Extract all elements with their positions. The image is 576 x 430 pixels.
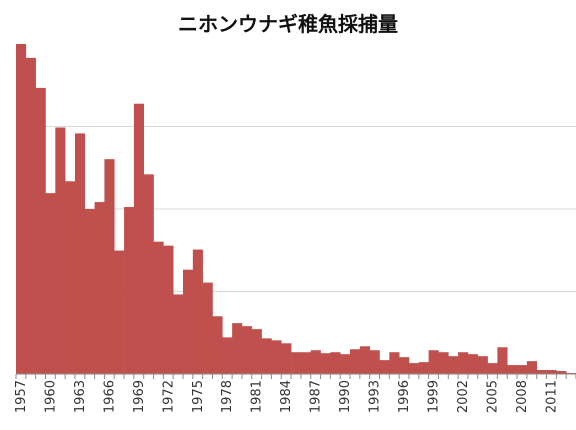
bar-1960 [45,193,56,374]
bar-1978 [222,337,233,374]
bar-1979 [232,323,243,374]
x-tick-label: 1960 [43,380,58,413]
bar-1988 [320,353,331,374]
bar-1966 [104,159,115,374]
bar-1961 [55,127,66,375]
bar-2010 [536,370,547,374]
bar-1976 [202,282,213,374]
bar-1982 [261,338,272,374]
bar-1987 [310,350,321,374]
bar-1971 [153,241,164,374]
bar-1968 [124,207,135,374]
x-tick-label: 2005 [485,380,500,413]
bar-1980 [241,326,253,374]
bar-1977 [212,316,223,374]
x-tick-label: 1996 [397,380,412,413]
bar-2005 [487,363,498,374]
bar-1998 [418,362,429,374]
x-tick-label: 1978 [220,380,235,413]
bar-1991 [350,349,361,374]
bar-1964 [84,209,95,374]
x-tick-label: 1993 [368,380,383,413]
x-tick-label: 1999 [427,380,442,413]
bar-1994 [379,360,390,374]
bar-1972 [163,245,174,374]
chart-title: ニホンウナギ稚魚採捕量 [178,12,398,36]
bar-2000 [438,352,449,374]
bar-2007 [507,365,518,374]
x-tick-label: 1987 [309,380,324,413]
bar-1989 [330,352,341,374]
bar-2003 [467,354,479,374]
x-tick-label: 2002 [456,380,471,413]
bar-1969 [133,103,145,374]
bar-1993 [369,350,380,374]
bar-1995 [389,352,400,374]
x-tick-label: 1966 [102,380,117,413]
bar-2009 [526,361,538,374]
bar-1958 [25,57,36,375]
bar-2004 [477,356,488,374]
x-tick-label: 1984 [279,380,294,413]
bar-1997 [408,363,420,374]
bar-1999 [428,350,439,374]
x-tick-label: 2011 [544,380,559,413]
x-tick-label: 1972 [161,380,176,413]
x-tick-label: 1990 [338,380,353,413]
bar-1957 [16,44,27,374]
bar-1965 [94,202,105,374]
bar-1986 [300,352,312,374]
bar-1974 [183,269,194,374]
bar-1962 [65,181,76,374]
bar-2008 [517,365,528,374]
bars [16,44,576,375]
bar-1983 [271,340,282,374]
bar-1992 [359,346,370,374]
x-axis-labels: 1957 1960 1963 1966 1969 1972 1975 1978 1981 1984… [14,380,560,413]
x-tick-label: 1969 [132,380,147,413]
bar-1970 [143,174,154,374]
bar-1996 [399,357,410,374]
x-tick-label: 1963 [73,380,88,413]
bar-1985 [291,352,302,374]
bar-1963 [74,133,86,374]
bar-1984 [281,343,292,374]
bar-2012 [556,371,567,374]
bar-1975 [192,249,203,374]
bar-2002 [458,352,469,374]
x-tick-label: 1981 [250,380,265,413]
bar-1959 [35,87,46,374]
bar-1973 [173,294,184,374]
bar-2001 [448,356,459,374]
bar-2006 [497,347,508,374]
x-axis-ticks [15,374,576,379]
bar-1967 [114,250,125,374]
x-tick-label: 2008 [515,380,530,413]
x-tick-label: 1957 [14,380,29,413]
x-tick-label: 1975 [191,380,206,413]
bar-2011 [546,370,557,374]
bar-1990 [340,354,351,374]
bar-1981 [251,329,262,374]
